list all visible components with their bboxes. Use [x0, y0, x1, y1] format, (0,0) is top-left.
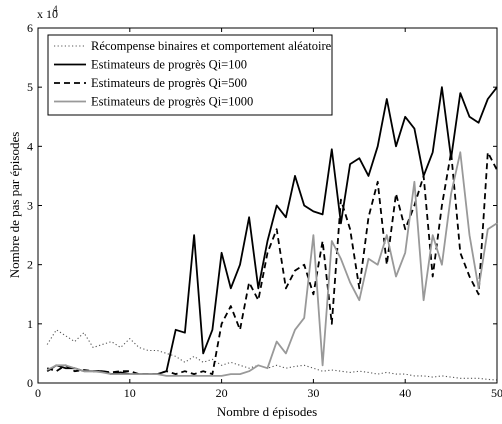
axis-ticks: 0 10 20 30 40 50 0 1 2 3 4 5 6 — [27, 21, 502, 400]
y-multiplier-base: x 10 — [37, 7, 58, 21]
x-tick-label: 50 — [491, 386, 502, 400]
y-axis-label: Nombre de pas par épisodes — [7, 132, 22, 279]
legend-label-2: Estimateurs de progrès Qi=100 — [91, 58, 247, 72]
x-tick-label: 0 — [35, 386, 41, 400]
legend-label-1: Récompense binaires et comportement aléa… — [91, 39, 332, 53]
y-tick-label: 5 — [27, 80, 33, 94]
y-tick-label: 0 — [27, 376, 33, 390]
legend-box — [47, 34, 333, 116]
legend-entries: Récompense binaires et comportement aléa… — [54, 39, 332, 109]
legend-label-4: Estimateurs de progrès Qi=1000 — [91, 95, 253, 109]
x-tick-label: 30 — [307, 386, 319, 400]
series-layer — [46, 86, 498, 381]
y-tick-label: 1 — [27, 317, 33, 331]
y-tick-label: 6 — [27, 21, 33, 35]
y-tick-label: 3 — [27, 199, 33, 213]
x-tick-label: 20 — [216, 386, 228, 400]
series-line-1 — [46, 329, 498, 381]
legend-label-3: Estimateurs de progrès Qi=500 — [91, 76, 247, 90]
x-axis-label: Nombre d épisodes — [217, 404, 317, 419]
legend: Récompense binaires et comportement aléa… — [47, 34, 333, 116]
series-line-4 — [46, 151, 498, 377]
x-tick-label: 10 — [124, 386, 136, 400]
y-tick-label: 2 — [27, 258, 33, 272]
x-tick-label: 40 — [399, 386, 411, 400]
y-tick-label: 4 — [27, 139, 33, 153]
y-multiplier-exponent: 4 — [53, 4, 58, 14]
series-line-2 — [46, 86, 498, 376]
